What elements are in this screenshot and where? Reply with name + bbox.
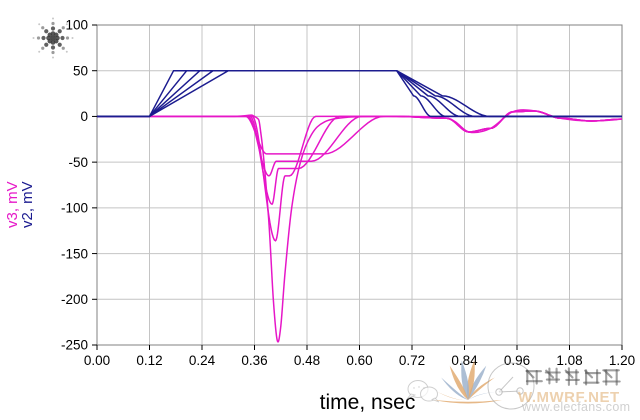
svg-text:100: 100 (65, 18, 88, 33)
svg-text:-150: -150 (61, 246, 88, 261)
svg-text:0.96: 0.96 (504, 353, 530, 368)
svg-text:1.20: 1.20 (609, 353, 635, 368)
svg-text:0.60: 0.60 (346, 353, 372, 368)
svg-text:0.12: 0.12 (136, 353, 162, 368)
svg-text:0.72: 0.72 (399, 353, 425, 368)
svg-text:-250: -250 (61, 338, 88, 353)
svg-text:time, nsec: time, nsec (320, 391, 416, 414)
svg-text:0: 0 (80, 109, 88, 124)
svg-text:0.48: 0.48 (294, 353, 320, 368)
svg-text:1.08: 1.08 (556, 353, 582, 368)
svg-text:0.24: 0.24 (189, 353, 216, 368)
svg-text:www.elecfans.com: www.elecfans.com (521, 400, 630, 414)
svg-text:0.36: 0.36 (241, 353, 267, 368)
svg-text:0.00: 0.00 (84, 353, 110, 368)
svg-text:-100: -100 (61, 201, 88, 216)
svg-text:50: 50 (73, 63, 88, 78)
svg-text:-200: -200 (61, 292, 88, 307)
svg-text:-50: -50 (68, 155, 88, 170)
